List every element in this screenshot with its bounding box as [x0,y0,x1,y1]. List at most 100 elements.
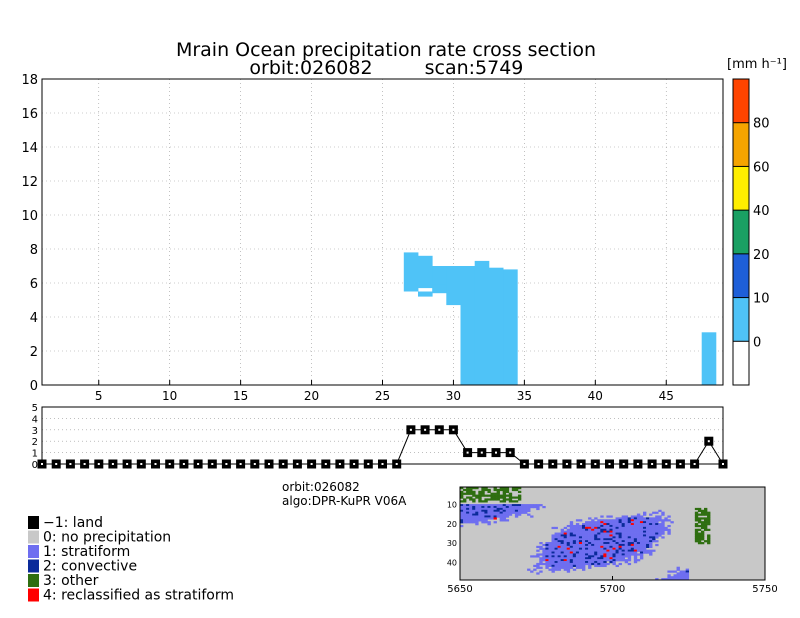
map-pixel [609,557,613,560]
map-pixel [536,507,540,511]
map-pixel [658,530,662,533]
map-pixel [600,521,604,524]
map-pixel [585,545,589,549]
type-marker-dot [608,463,611,465]
map-pixel [618,528,622,531]
map-pixel [527,509,531,512]
map-pixel [588,530,592,533]
map-pixel [667,578,671,581]
map-pixel [481,515,485,518]
map-pixel [475,505,479,509]
map-pixel [530,570,534,573]
map-pixel [667,576,671,579]
map-pixel [496,496,500,499]
map-pixel [603,561,607,564]
map-pixel [594,562,598,566]
type-marker-dot [168,463,171,465]
main-x-ticks: 5 10 15 20 25 30 35 40 45 [95,380,674,403]
map-pixel [630,521,635,524]
map-pixel [621,551,625,554]
map-pixel [484,519,488,522]
map-pixel [627,551,632,554]
map-pixel [575,543,580,547]
map-pixel [664,526,668,530]
map-pixel [624,538,629,541]
type-markers [37,425,728,469]
map-pixel [460,487,464,490]
map-pixel [490,509,494,512]
map-pixel [652,521,656,524]
map-pixel [661,530,665,533]
map-pixel [460,494,464,497]
map-pixel [527,507,531,511]
map-pixel [563,562,568,566]
map-pixel [554,534,558,537]
map-pixel [652,538,656,541]
map-pixel [646,530,650,533]
map-pixel [633,549,638,552]
map-pixel [472,498,476,501]
map-pixel [697,538,702,541]
map-pixel [566,530,571,533]
map-pixel [548,542,552,545]
map-pixel [551,562,555,566]
map-pixel [487,521,491,524]
map-pixel [569,547,574,550]
map-pixel [572,534,577,537]
map-pixel [609,534,613,537]
map-pixel [527,513,531,516]
map-pixel [639,543,644,547]
map-pixel [575,561,580,564]
type-marker-dot [495,451,497,454]
map-y-ticks: 10 20 30 40 [447,500,457,567]
map-pixel [542,549,546,552]
map-pixel [609,547,613,550]
map-pixel [643,547,647,550]
map-pixel [615,534,619,537]
map-pixel [499,487,503,490]
map-pixel [667,524,671,528]
map-pixel [487,488,491,492]
x-tick-label: 45 [659,389,674,403]
legend-swatch [28,559,39,573]
map-pixel [652,549,656,552]
map-pixel [560,545,564,549]
map-pixel [700,513,705,516]
map-pixel [652,511,656,514]
map-pixel [569,542,574,545]
map-pixel [621,540,625,543]
map-pixel [566,549,571,552]
map-pixel [600,530,604,533]
map-pixel [618,534,622,537]
map-pixel [615,551,619,554]
map-pixel [499,505,503,509]
map-pixel [563,538,568,541]
map-pixel [499,511,503,514]
map-pixel [487,494,491,497]
map-pixel [658,524,662,528]
map-pixel [597,521,601,524]
map-pixel [514,515,519,518]
map-pixel [606,547,610,550]
map-pixel [566,542,571,545]
map-pixel [591,542,595,545]
map-pixel [554,536,558,539]
map-pixel [633,528,638,531]
map-pixel [636,528,641,531]
type-marker-dot [537,463,540,465]
map-pixel [551,545,555,549]
colorbar-tick-label: 40 [753,204,770,219]
map-pixel [554,549,558,552]
map-pixel [472,504,476,507]
map-pixel [639,542,644,545]
map-pixel [484,487,488,490]
map-pixel [545,547,549,550]
map-pixel [566,557,571,560]
map-pixel [624,519,629,522]
map-pixel [591,519,595,522]
map-pixel [557,568,561,571]
map-pixel [563,549,568,552]
map-pixel [588,532,592,535]
type-marker-dot [140,463,143,465]
type-marker-dot [424,428,427,431]
